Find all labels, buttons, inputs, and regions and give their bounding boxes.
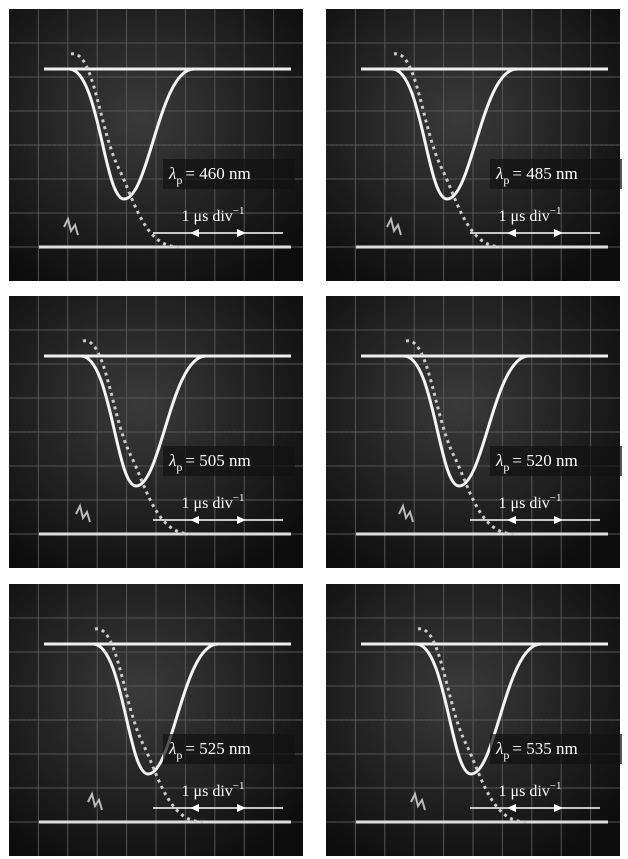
lambda-symbol: λ: [168, 451, 176, 470]
wavelength-label: λp = 460 nm: [168, 164, 251, 187]
lambda-subscript: p: [176, 460, 182, 474]
scale-arrowhead: [190, 516, 199, 524]
trace-signal: [80, 354, 207, 488]
wavelength-label: λp = 535 nm: [495, 739, 578, 762]
time-scale-exponent: −1: [233, 780, 245, 792]
wavelength-label: λp = 505 nm: [168, 451, 251, 474]
scale-arrowhead: [507, 229, 516, 237]
time-scale-text: 1 μs div: [182, 208, 233, 225]
time-scale-exponent: −1: [233, 205, 245, 217]
scale-arrowhead: [554, 516, 563, 524]
lambda-subscript: p: [503, 460, 509, 474]
wavelength-value: = 485 nm: [512, 164, 577, 183]
trace-transient: [393, 52, 503, 249]
time-scale-text: 1 μs div: [499, 495, 550, 512]
label-backdrop: [163, 734, 295, 764]
time-scale-text: 1 μs div: [182, 495, 233, 512]
trace-transient: [82, 339, 192, 536]
lambda-symbol: λ: [168, 739, 176, 758]
trace-noise: [87, 791, 103, 811]
time-scale-text: 1 μs div: [499, 783, 550, 800]
lambda-subscript: p: [503, 173, 509, 187]
oscilloscope-panel: λp = 520 nm 1 μs div−1: [326, 296, 622, 568]
label-backdrop: [490, 734, 622, 764]
wavelength-label: λp = 485 nm: [495, 164, 578, 187]
scale-arrowhead: [237, 804, 246, 812]
lambda-symbol: λ: [168, 164, 176, 183]
scale-arrowhead: [190, 229, 199, 237]
wavelength-value: = 525 nm: [185, 739, 250, 758]
oscilloscope-panel: λp = 460 nm 1 μs div−1: [9, 9, 303, 281]
oscilloscope-panel: λp = 525 nm 1 μs div−1: [9, 584, 303, 856]
oscilloscope-panel: λp = 535 nm 1 μs div−1: [326, 584, 622, 856]
lambda-subscript: p: [176, 748, 182, 762]
wavelength-value: = 460 nm: [185, 164, 250, 183]
trace-transient: [417, 627, 527, 824]
oscilloscope-panel: λp = 505 nm 1 μs div−1: [9, 296, 303, 568]
trace-transient: [70, 52, 180, 249]
trace-signal: [92, 642, 219, 776]
wavelength-value: = 520 nm: [512, 451, 577, 470]
time-scale-text: 1 μs div: [499, 208, 550, 225]
time-scale: 1 μs div−1: [182, 205, 245, 225]
scale-arrowhead: [237, 229, 246, 237]
trace-signal: [415, 642, 542, 776]
trace-noise: [63, 216, 79, 236]
label-backdrop: [163, 446, 295, 476]
time-scale: 1 μs div−1: [499, 780, 562, 800]
scale-arrowhead: [554, 229, 563, 237]
scale-arrowhead: [554, 804, 563, 812]
lambda-symbol: λ: [495, 739, 503, 758]
trace-noise: [386, 216, 402, 236]
trace-signal: [391, 67, 518, 201]
trace-noise: [398, 503, 414, 523]
trace-signal: [68, 67, 195, 201]
wavelength-value: = 535 nm: [512, 739, 577, 758]
lambda-symbol: λ: [495, 164, 503, 183]
scale-arrowhead: [190, 804, 199, 812]
lambda-subscript: p: [176, 173, 182, 187]
label-backdrop: [163, 159, 295, 189]
trace-transient: [405, 339, 515, 536]
oscilloscope-panel: λp = 485 nm 1 μs div−1: [326, 9, 622, 281]
time-scale-text: 1 μs div: [182, 783, 233, 800]
time-scale-exponent: −1: [550, 205, 562, 217]
label-backdrop: [490, 159, 622, 189]
time-scale: 1 μs div−1: [182, 780, 245, 800]
wavelength-label: λp = 525 nm: [168, 739, 251, 762]
lambda-subscript: p: [503, 748, 509, 762]
label-backdrop: [490, 446, 622, 476]
trace-transient: [94, 627, 204, 824]
lambda-symbol: λ: [495, 451, 503, 470]
scale-arrowhead: [237, 516, 246, 524]
wavelength-label: λp = 520 nm: [495, 451, 578, 474]
time-scale: 1 μs div−1: [499, 492, 562, 512]
time-scale: 1 μs div−1: [499, 205, 562, 225]
scale-arrowhead: [507, 804, 516, 812]
wavelength-value: = 505 nm: [185, 451, 250, 470]
time-scale-exponent: −1: [550, 780, 562, 792]
time-scale: 1 μs div−1: [182, 492, 245, 512]
time-scale-exponent: −1: [550, 492, 562, 504]
time-scale-exponent: −1: [233, 492, 245, 504]
scale-arrowhead: [507, 516, 516, 524]
trace-signal: [403, 354, 530, 488]
trace-noise: [410, 791, 426, 811]
trace-noise: [75, 503, 91, 523]
